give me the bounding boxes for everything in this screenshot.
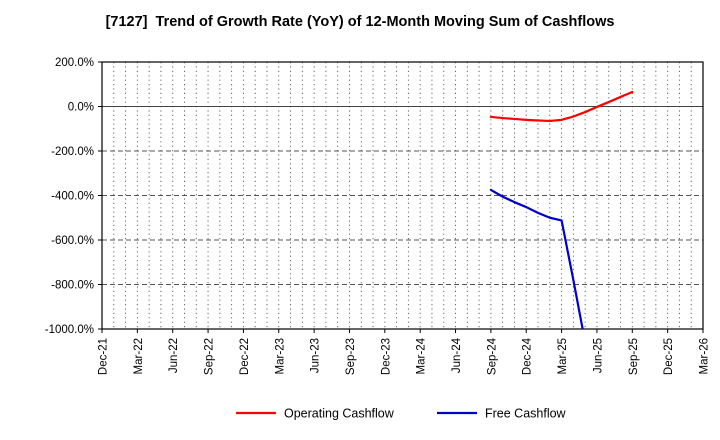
chart-title: [7127] Trend of Growth Rate (YoY) of 12-… xyxy=(105,14,615,30)
x-axis-label: Sep-22 xyxy=(204,338,216,375)
horizontal-gridlines xyxy=(102,61,703,285)
y-axis-label: -600.0% xyxy=(51,235,94,247)
y-axis-label: 0.0% xyxy=(68,102,94,114)
chart-legend: Operating Cashflow Free Cashflow xyxy=(236,407,567,421)
series-line-free-cashflow xyxy=(489,188,584,329)
y-tick-marks xyxy=(98,61,102,330)
x-axis-label: Dec-22 xyxy=(239,338,251,375)
x-axis-label: Jun-22 xyxy=(168,338,180,373)
series-line-operating-cashflow xyxy=(489,90,634,123)
y-axis-label: 200.0% xyxy=(55,57,94,69)
data-series-lines xyxy=(489,90,634,329)
x-axis-label: Mar-24 xyxy=(416,337,428,374)
x-axis-label: Mar-22 xyxy=(133,338,145,374)
x-axis-label: Jun-24 xyxy=(451,337,463,373)
x-tick-marks xyxy=(101,329,704,333)
y-axis-tick-labels: 200.0% 0.0% -200.0% -400.0% -600.0% -800.0% -1… xyxy=(45,57,94,336)
y-axis-label: -800.0% xyxy=(51,280,94,292)
x-axis-label: Dec-25 xyxy=(663,338,675,375)
x-axis-label: Jun-23 xyxy=(310,338,322,373)
legend-label-1: Free Cashflow xyxy=(485,407,567,421)
x-axis-label: Sep-25 xyxy=(628,338,640,375)
x-axis-label: Mar-23 xyxy=(274,338,286,374)
y-axis-label: -200.0% xyxy=(51,146,94,158)
x-axis-label: Dec-24 xyxy=(522,337,534,375)
x-axis-label: Mar-26 xyxy=(699,338,711,374)
x-axis-label: Sep-24 xyxy=(486,337,498,375)
y-axis-label: -400.0% xyxy=(51,191,94,203)
legend-label-0: Operating Cashflow xyxy=(284,407,395,421)
x-axis-label: Mar-25 xyxy=(557,338,569,374)
x-axis-tick-labels: Dec-21 Mar-22 Jun-22 Sep-22 Dec-22 Mar-23 Jun-… xyxy=(98,337,711,375)
x-axis-label: Sep-23 xyxy=(345,338,357,375)
x-axis-label: Dec-23 xyxy=(380,338,392,375)
x-axis-label: Jun-25 xyxy=(592,338,604,373)
x-axis-label: Dec-21 xyxy=(98,338,110,375)
y-axis-label: -1000.0% xyxy=(45,324,94,336)
